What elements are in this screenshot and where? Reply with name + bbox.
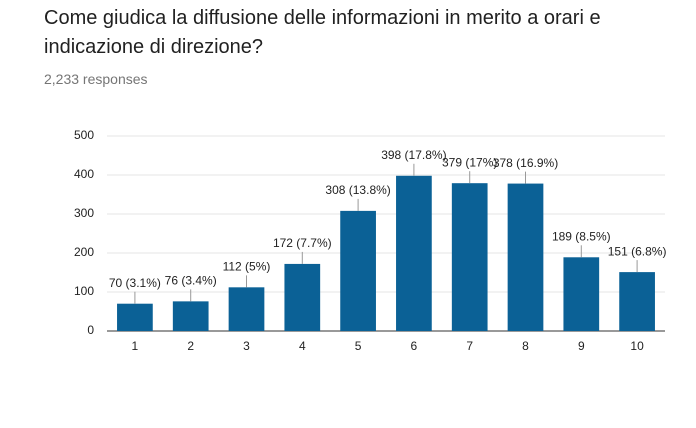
value-label: 151 (6.8%) — [608, 244, 667, 258]
value-label: 172 (7.7%) — [273, 236, 332, 250]
bar — [340, 210, 376, 331]
value-label: 76 (3.4%) — [165, 274, 217, 288]
bar — [172, 301, 209, 331]
bar — [396, 175, 432, 331]
x-tick-label: 8 — [522, 339, 529, 353]
x-tick-label: 5 — [355, 339, 362, 353]
value-label: 398 (17.8%) — [381, 148, 446, 162]
value-label: 378 (16.9%) — [493, 156, 558, 170]
x-tick-label: 9 — [578, 339, 585, 353]
bar — [228, 287, 265, 331]
value-label: 112 (5%) — [223, 259, 271, 273]
x-tick-label: 3 — [243, 339, 250, 353]
y-tick-label: 100 — [74, 284, 94, 298]
value-label: 70 (3.1%) — [109, 276, 161, 290]
chart-subtitle: 2,233 responses — [44, 71, 148, 87]
y-tick-label: 400 — [74, 167, 94, 181]
bar — [284, 263, 321, 331]
x-tick-label: 10 — [630, 339, 644, 353]
x-tick-label: 6 — [411, 339, 418, 353]
bar — [451, 183, 488, 331]
y-tick-label: 300 — [74, 206, 94, 220]
x-tick-label: 7 — [466, 339, 473, 353]
value-label: 379 (17%) — [442, 155, 497, 169]
bar — [507, 183, 544, 331]
bar — [117, 303, 153, 331]
x-tick-label: 4 — [299, 339, 306, 353]
x-tick-label: 2 — [187, 339, 194, 353]
bar — [563, 257, 600, 331]
y-tick-label: 500 — [74, 128, 94, 142]
value-label: 189 (8.5%) — [552, 229, 611, 243]
x-tick-label: 1 — [132, 339, 139, 353]
value-label: 308 (13.8%) — [325, 183, 390, 197]
y-tick-label: 200 — [74, 245, 94, 259]
chart-title: Come giudica la diffusione delle informa… — [44, 7, 601, 58]
bar — [619, 272, 655, 331]
y-tick-label: 0 — [87, 323, 94, 337]
